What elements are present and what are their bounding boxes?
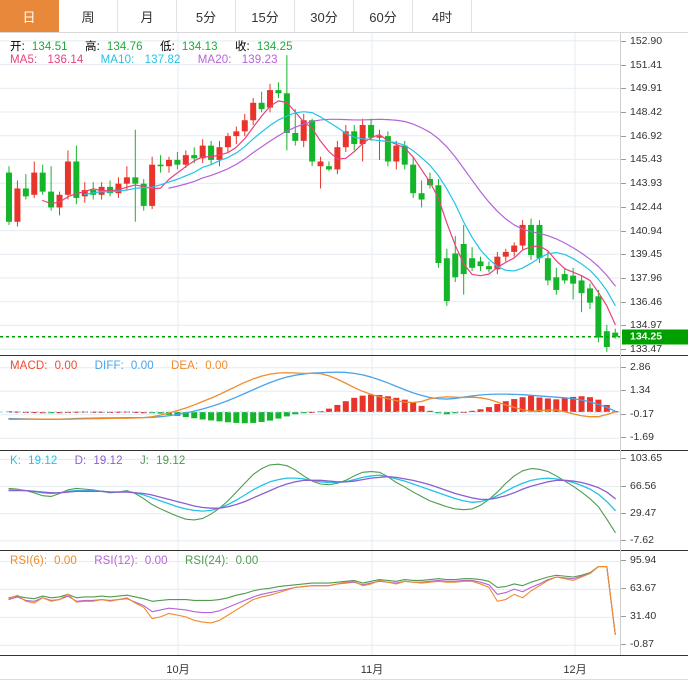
time-axis-label: 12月	[563, 664, 587, 676]
tab-week-label: 周	[81, 9, 95, 25]
tab-week[interactable]: 周	[59, 0, 118, 32]
axis-panel-divider	[621, 550, 688, 551]
axis-tick	[621, 64, 626, 66]
axis-tick	[621, 254, 626, 256]
kdj-panel[interactable]: K: 19.12 D: 19.12 J: 19.12	[0, 450, 620, 550]
axis-tick	[621, 458, 626, 460]
axis-label: 140.94	[630, 224, 663, 237]
axis-label: 133.47	[630, 343, 663, 356]
axis-tick	[621, 40, 626, 42]
axis-label: -1.69	[630, 431, 654, 444]
axis-tick	[621, 413, 626, 415]
axis-label: 29.47	[630, 506, 657, 519]
axis-tick	[621, 560, 626, 562]
axis-label: 149.91	[630, 82, 663, 95]
axis-label: 148.42	[630, 105, 663, 118]
tab-day[interactable]: 日	[0, 0, 59, 32]
tab-5min[interactable]: 5分	[177, 0, 236, 32]
axis-tick	[621, 539, 626, 541]
axis-tick	[621, 349, 626, 351]
current-price-value: 134.25	[630, 330, 663, 343]
axis-label: 151.41	[630, 58, 663, 71]
axis-label: 66.56	[630, 479, 657, 492]
axis-label: 31.40	[630, 610, 657, 623]
rsi-svg	[0, 551, 620, 655]
current-price-badge: 134.25	[622, 329, 688, 345]
tab-day-label: 日	[22, 9, 36, 25]
axis-tick	[621, 159, 626, 161]
axis-tick	[621, 230, 626, 232]
axis-tick	[621, 644, 626, 646]
axis-label: 63.67	[630, 582, 657, 595]
axis-label: 143.93	[630, 177, 663, 190]
tab-60min-label: 60分	[369, 9, 397, 25]
axis-label: 1.34	[630, 384, 651, 397]
axis-tick	[621, 616, 626, 618]
axis-label: 139.45	[630, 248, 663, 261]
axis-label: 103.65	[630, 452, 663, 465]
axis-tick	[621, 206, 626, 208]
axis-label: 136.46	[630, 295, 663, 308]
chart-area: 开: 134.51 高: 134.76 低: 134.13 收: 134.25 MA5:…	[0, 33, 688, 680]
axis-tick	[621, 437, 626, 439]
tab-4hour-label: 4时	[431, 9, 453, 25]
axis-panel-divider	[621, 450, 688, 451]
timeframe-toolbar: 日 周 月 5分 15分 30分 60分 4时	[0, 0, 688, 33]
axis-tick	[621, 390, 626, 392]
time-axis-label: 11月	[360, 664, 384, 676]
tab-month[interactable]: 月	[118, 0, 177, 32]
axis-label: 2.86	[630, 360, 651, 373]
kdj-svg	[0, 451, 620, 550]
tab-60min[interactable]: 60分	[354, 0, 413, 32]
tab-30min-label: 30分	[310, 9, 338, 25]
axis-tick	[621, 111, 626, 113]
time-axis: 10月 11月 12月	[0, 655, 688, 680]
axis-label: 95.94	[630, 554, 657, 567]
axis-tick	[621, 588, 626, 590]
axis-label: 134.97	[630, 319, 663, 332]
axis-tick	[621, 135, 626, 137]
candlestick-svg	[0, 33, 620, 355]
price-panel[interactable]: 开: 134.51 高: 134.76 低: 134.13 收: 134.25 MA5:…	[0, 33, 620, 355]
time-axis-label: 10月	[166, 664, 190, 676]
rsi-panel[interactable]: RSI(6): 0.00 RSI(12): 0.00 RSI(24): 0.00	[0, 550, 620, 655]
axis-label: -0.87	[630, 638, 654, 651]
axis-tick	[621, 366, 626, 368]
axis-tick	[621, 183, 626, 185]
axis-label: 145.43	[630, 153, 663, 166]
tab-month-label: 月	[140, 9, 154, 25]
tab-15min[interactable]: 15分	[236, 0, 295, 32]
axis-tick	[621, 485, 626, 487]
price-axis: 152.90 151.41 149.91 148.42 146.92 145.43 143.…	[620, 33, 688, 655]
tab-15min-label: 15分	[251, 9, 279, 25]
tab-5min-label: 5分	[195, 9, 217, 25]
axis-tick	[621, 325, 626, 327]
axis-tick	[621, 277, 626, 279]
axis-label: -7.62	[630, 533, 654, 546]
axis-tick	[621, 512, 626, 514]
axis-label: 137.96	[630, 271, 663, 284]
axis-label: 152.90	[630, 34, 663, 47]
macd-svg	[0, 356, 620, 450]
tab-30min[interactable]: 30分	[295, 0, 354, 32]
axis-tick	[621, 301, 626, 303]
axis-tick	[621, 88, 626, 90]
toolbar-filler	[472, 0, 688, 32]
macd-panel[interactable]: MACD: 0.00 DIFF: 0.00 DEA: 0.00	[0, 355, 620, 450]
axis-label: 142.44	[630, 200, 663, 213]
axis-label: 146.92	[630, 129, 663, 142]
tab-4hour[interactable]: 4时	[413, 0, 472, 32]
axis-panel-divider	[621, 355, 688, 356]
axis-label: -0.17	[630, 407, 654, 420]
